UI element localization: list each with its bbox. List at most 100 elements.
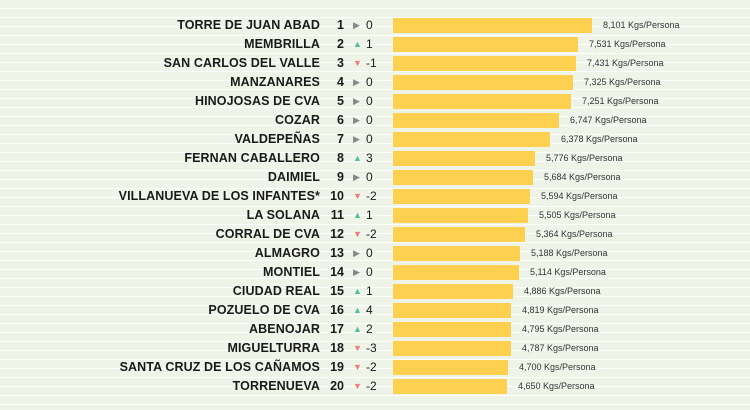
right-arrow-icon: ▶ <box>353 115 360 125</box>
rank-label: 19 <box>330 360 344 374</box>
rank-label: 20 <box>330 379 344 393</box>
chart-row: DAIMIEL 9 ▶ 0 5,684 Kgs/Persona <box>0 168 750 187</box>
rank-label: 6 <box>337 113 344 127</box>
right-arrow-icon: ▶ <box>353 172 360 182</box>
value-bar <box>393 151 535 166</box>
chart-row: FERNAN CABALLERO 8 ▲ 3 5,776 Kgs/Persona <box>0 149 750 168</box>
rank-change-label: 4 <box>366 303 373 317</box>
row-name-label: DAIMIEL <box>267 170 320 184</box>
rank-label: 9 <box>337 170 344 184</box>
right-arrow-icon: ▶ <box>353 134 360 144</box>
value-label: 4,795 Kgs/Persona <box>522 324 599 334</box>
value-bar <box>393 379 507 394</box>
value-label: 5,776 Kgs/Persona <box>546 153 623 163</box>
value-bar <box>393 341 511 356</box>
row-name-label: CIUDAD REAL <box>232 284 320 298</box>
down-arrow-icon: ▼ <box>353 58 362 68</box>
value-label: 5,594 Kgs/Persona <box>541 191 618 201</box>
chart-row: TORRENUEVA 20 ▼ -2 4,650 Kgs/Persona <box>0 377 750 396</box>
rank-change-label: 0 <box>366 132 373 146</box>
rank-change-label: 1 <box>366 284 373 298</box>
row-name-label: SAN CARLOS DEL VALLE <box>163 56 320 70</box>
rank-label: 13 <box>330 246 344 260</box>
rank-change-label: 3 <box>366 151 373 165</box>
right-arrow-icon: ▶ <box>353 20 360 30</box>
value-label: 7,531 Kgs/Persona <box>589 39 666 49</box>
row-name-label: FERNAN CABALLERO <box>184 151 320 165</box>
value-label: 5,684 Kgs/Persona <box>544 172 621 182</box>
value-bar <box>393 208 528 223</box>
row-name-label: TORRE DE JUAN ABAD <box>177 18 320 32</box>
right-arrow-icon: ▶ <box>353 77 360 87</box>
value-label: 4,819 Kgs/Persona <box>522 305 599 315</box>
row-name-label: MIGUELTURRA <box>227 341 320 355</box>
rank-change-label: -2 <box>366 379 377 393</box>
value-bar <box>393 284 513 299</box>
rank-change-label: -2 <box>366 189 377 203</box>
rank-change-label: 0 <box>366 246 373 260</box>
up-arrow-icon: ▲ <box>353 324 362 334</box>
chart-row: CIUDAD REAL 15 ▲ 1 4,886 Kgs/Persona <box>0 282 750 301</box>
down-arrow-icon: ▼ <box>353 191 362 201</box>
chart-row: SAN CARLOS DEL VALLE 3 ▼ -1 7,431 Kgs/Person… <box>0 54 750 73</box>
chart-row: POZUELO DE CVA 16 ▲ 4 4,819 Kgs/Persona <box>0 301 750 320</box>
row-name-label: MEMBRILLA <box>244 37 320 51</box>
rank-change-label: 0 <box>366 170 373 184</box>
value-bar <box>393 303 511 318</box>
up-arrow-icon: ▲ <box>353 305 362 315</box>
chart-row: VALDEPEÑAS 7 ▶ 0 6,378 Kgs/Persona <box>0 130 750 149</box>
rank-label: 1 <box>337 18 344 32</box>
value-label: 4,886 Kgs/Persona <box>524 286 601 296</box>
rank-change-label: 1 <box>366 208 373 222</box>
chart-row: MANZANARES 4 ▶ 0 7,325 Kgs/Persona <box>0 73 750 92</box>
rank-label: 2 <box>337 37 344 51</box>
row-name-label: POZUELO DE CVA <box>208 303 320 317</box>
rank-label: 15 <box>330 284 344 298</box>
rank-label: 14 <box>330 265 344 279</box>
chart-row: MONTIEL 14 ▶ 0 5,114 Kgs/Persona <box>0 263 750 282</box>
row-name-label: VALDEPEÑAS <box>234 132 320 146</box>
value-bar <box>393 56 576 71</box>
chart-row: MEMBRILLA 2 ▲ 1 7,531 Kgs/Persona <box>0 35 750 54</box>
chart-row: ABENOJAR 17 ▲ 2 4,795 Kgs/Persona <box>0 320 750 339</box>
rank-label: 3 <box>337 56 344 70</box>
right-arrow-icon: ▶ <box>353 248 360 258</box>
value-label: 5,188 Kgs/Persona <box>531 248 608 258</box>
chart-row: SANTA CRUZ DE LOS CAÑAMOS 19 ▼ -2 4,700 Kgs/… <box>0 358 750 377</box>
rank-label: 5 <box>337 94 344 108</box>
value-bar <box>393 246 520 261</box>
rank-change-label: -3 <box>366 341 377 355</box>
chart-row: VILLANUEVA DE LOS INFANTES* 10 ▼ -2 5,594 Kg… <box>0 187 750 206</box>
row-name-label: ALMAGRO <box>254 246 320 260</box>
rank-label: 4 <box>337 75 344 89</box>
down-arrow-icon: ▼ <box>353 229 362 239</box>
row-name-label: LA SOLANA <box>246 208 320 222</box>
value-bar <box>393 75 573 90</box>
value-label: 6,378 Kgs/Persona <box>561 134 638 144</box>
value-label: 8,101 Kgs/Persona <box>603 20 680 30</box>
rank-change-label: 2 <box>366 322 373 336</box>
value-label: 4,787 Kgs/Persona <box>522 343 599 353</box>
rank-label: 7 <box>337 132 344 146</box>
chart-row: ALMAGRO 13 ▶ 0 5,188 Kgs/Persona <box>0 244 750 263</box>
value-bar <box>393 113 559 128</box>
rank-label: 11 <box>330 208 344 222</box>
rank-label: 16 <box>330 303 344 317</box>
row-name-label: SANTA CRUZ DE LOS CAÑAMOS <box>119 360 320 374</box>
chart-row: HINOJOSAS DE CVA 5 ▶ 0 7,251 Kgs/Persona <box>0 92 750 111</box>
row-name-label: ABENOJAR <box>249 322 320 336</box>
value-label: 5,505 Kgs/Persona <box>539 210 616 220</box>
rank-change-label: 0 <box>366 18 373 32</box>
rank-change-label: -2 <box>366 360 377 374</box>
value-bar <box>393 18 592 33</box>
up-arrow-icon: ▲ <box>353 286 362 296</box>
value-label: 5,364 Kgs/Persona <box>536 229 613 239</box>
value-bar <box>393 37 578 52</box>
right-arrow-icon: ▶ <box>353 96 360 106</box>
value-label: 7,325 Kgs/Persona <box>584 77 661 87</box>
chart-row: TORRE DE JUAN ABAD 1 ▶ 0 8,101 Kgs/Persona <box>0 16 750 35</box>
value-label: 4,700 Kgs/Persona <box>519 362 596 372</box>
value-bar <box>393 94 571 109</box>
rank-change-label: 1 <box>366 37 373 51</box>
chart-row: LA SOLANA 11 ▲ 1 5,505 Kgs/Persona <box>0 206 750 225</box>
